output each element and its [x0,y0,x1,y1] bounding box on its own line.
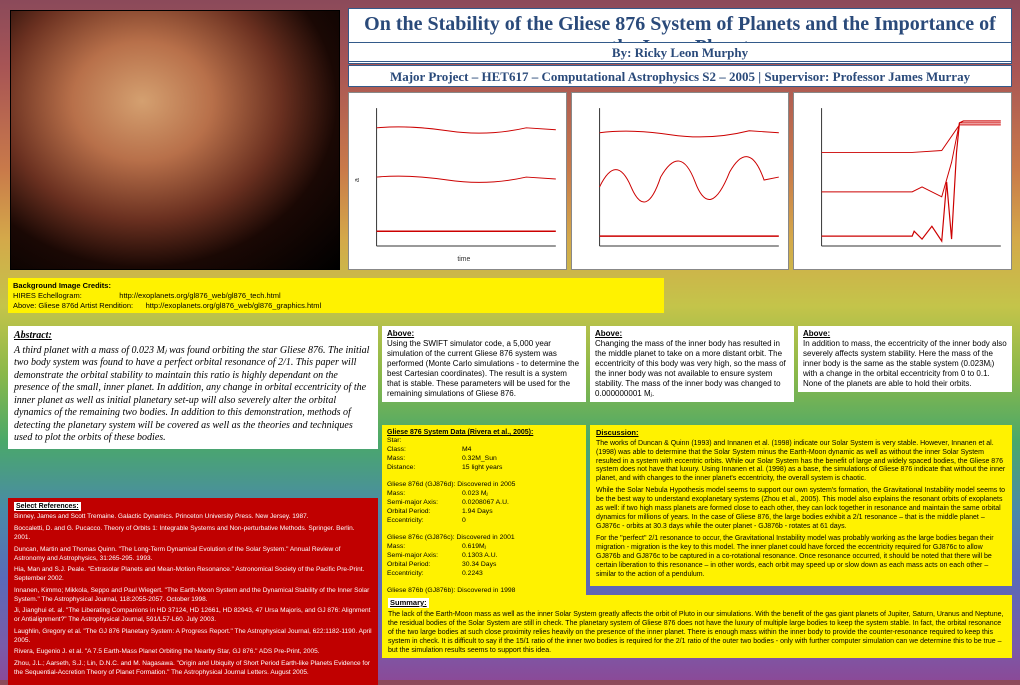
author-box: By: Ricky Leon Murphy [348,42,1012,62]
abstract-box: Abstract: A third planet with a mass of … [8,326,378,449]
caption-3: Above: In addition to mass, the eccentri… [798,326,1012,392]
chart-1: time a [348,92,567,270]
svg-text:time: time [457,256,470,263]
abstract-heading: Abstract: [14,330,372,343]
chart-3 [793,92,1012,270]
discussion-box: Discussion: The works of Duncan & Quinn … [590,425,1012,586]
summary-box: Summary: The lack of the Earth-Moon mass… [382,595,1012,658]
abstract-body: A third planet with a mass of 0.023 Mⱼ w… [14,345,372,445]
credits-heading: Background Image Credits: [13,281,111,290]
charts-row: time a [348,92,1012,270]
chart-2 [571,92,790,270]
image-credits: Background Image Credits: HIRES Echellog… [8,278,664,313]
caption-1: Above: Using the SWIFT simulator code, a… [382,326,586,402]
caption-2: Above: Changing the mass of the inner bo… [590,326,794,402]
svg-text:a: a [354,178,361,182]
planet-image [10,10,340,270]
course-box: Major Project – HET617 – Computational A… [348,65,1012,87]
references-box: Select References: Binney, James and Sco… [8,498,378,685]
